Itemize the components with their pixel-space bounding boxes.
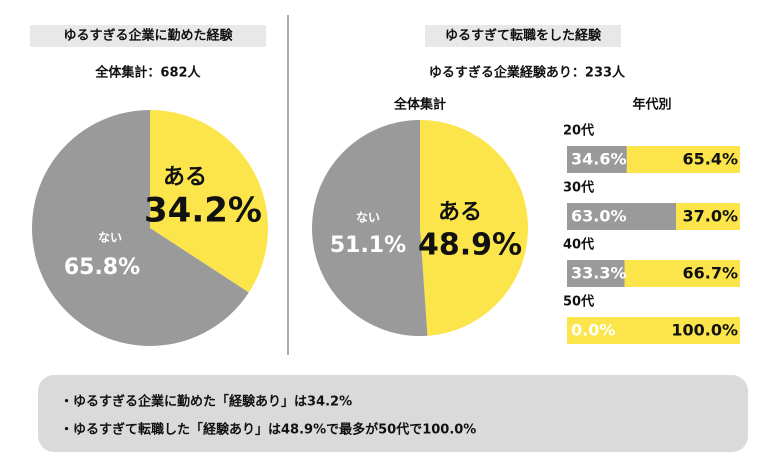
slice-label: ある: [438, 200, 482, 225]
category-label: 30代: [563, 180, 594, 196]
pie-slice: [311, 120, 428, 336]
bar-segment: [567, 146, 627, 173]
subtitle: 全体集計：682人: [94, 65, 201, 81]
note: ・ゆるすぎる企業に勤めた「経験あり」は34.2%: [60, 394, 352, 410]
value-label: 100.0%: [671, 321, 738, 340]
title-box: [425, 25, 621, 47]
pie-slice: [31, 110, 249, 346]
category-label: 40代: [563, 237, 594, 253]
value-label: 51.1%: [330, 233, 406, 258]
pie-label: 全体集計: [393, 97, 446, 113]
bar-segment: [567, 203, 676, 230]
slice-label: ある: [163, 165, 207, 190]
slice-label: ない: [98, 231, 122, 245]
subtitle: ゆるすぎる企業経験あり：233人: [429, 65, 626, 81]
value-label: 66.7%: [682, 264, 738, 283]
bar-segment: [567, 260, 625, 287]
pie-slice: [420, 120, 528, 336]
value-label: 65.8%: [64, 255, 140, 280]
bar-segment: [626, 146, 740, 173]
value-label: 33.3%: [571, 264, 627, 283]
bar-segment: [675, 203, 740, 230]
pie-slice: [150, 110, 268, 293]
chart-title: ゆるすぎて転職をした経験: [445, 28, 602, 44]
chart-title: ゆるすぎる企業に勤めた経験: [63, 28, 233, 44]
category-label: 50代: [563, 294, 594, 310]
value-label: 65.4%: [682, 150, 738, 169]
value-label: 63.0%: [571, 207, 627, 226]
slice-label: ない: [356, 211, 380, 225]
notes-box: [38, 375, 748, 452]
category-label: 20代: [563, 123, 594, 139]
bar-segment: [567, 317, 740, 344]
value-label: 48.9%: [418, 228, 522, 263]
value-label: 34.2%: [144, 191, 262, 231]
value-label: 37.0%: [682, 207, 738, 226]
value-label: 34.6%: [571, 150, 627, 169]
bar-segment: [624, 260, 740, 287]
chart-title: 年代別: [632, 97, 671, 113]
value-label: 0.0%: [571, 321, 615, 340]
note: ・ゆるすぎて転職した「経験あり」は48.9%で最多が50代で100.0%: [60, 422, 476, 438]
title-box: [30, 25, 266, 47]
